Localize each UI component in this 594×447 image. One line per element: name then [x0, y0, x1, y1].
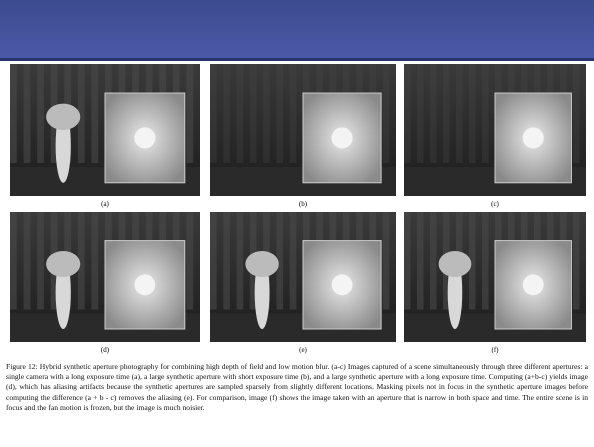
curtain-fold — [430, 212, 437, 310]
fan-hub — [332, 127, 353, 148]
photo — [10, 212, 200, 342]
fan-hub — [523, 274, 544, 295]
slide: (a) (b) (c) (d) (e) (f) Figure 12: Hybrid syn… — [0, 0, 594, 447]
panel-label: (f) — [492, 346, 500, 354]
figure: (a) (b) (c) (d) (e) (f) — [0, 62, 594, 362]
curtain-fold — [24, 64, 31, 163]
fan-hub — [135, 274, 156, 295]
photo — [404, 64, 586, 196]
curtain-fold — [469, 64, 476, 163]
fan-hub — [134, 127, 155, 148]
panel-label: (d) — [101, 346, 110, 354]
curtain-fold — [383, 64, 390, 163]
curtain-fold — [417, 64, 424, 163]
curtain-fold — [482, 212, 489, 310]
curtain-fold — [456, 64, 463, 163]
statue-wings — [439, 251, 472, 277]
curtain-fold — [237, 64, 244, 163]
curtain-fold — [210, 212, 217, 310]
curtain-fold — [223, 212, 230, 310]
curtain-fold — [417, 212, 424, 310]
panel-label: (e) — [299, 346, 307, 354]
statue-wings — [245, 251, 278, 277]
curtain-fold — [573, 64, 580, 163]
curtain-fold — [10, 64, 17, 163]
panel-label: (a) — [101, 200, 109, 208]
curtain-fold — [186, 212, 193, 310]
curtain-fold — [186, 64, 193, 163]
curtain-fold — [290, 212, 297, 310]
photo — [210, 64, 396, 196]
panel-label: (c) — [491, 200, 499, 208]
curtain-fold — [91, 64, 98, 163]
curtain-fold — [37, 212, 44, 310]
curtain-fold — [210, 64, 217, 163]
statue-wings — [46, 251, 80, 277]
curtain-fold — [290, 64, 297, 163]
curtain-fold — [37, 64, 44, 163]
fan-hub — [523, 127, 544, 148]
curtain-fold — [263, 64, 270, 163]
curtain-fold — [573, 212, 580, 310]
panel-label: (b) — [299, 200, 308, 208]
curtain-fold — [24, 212, 31, 310]
photo — [210, 212, 396, 342]
curtain-fold — [383, 212, 390, 310]
curtain-fold — [91, 212, 98, 310]
curtain-fold — [482, 64, 489, 163]
photo — [404, 212, 586, 342]
curtain-fold — [404, 212, 411, 310]
curtain-fold — [443, 64, 450, 163]
curtain-fold — [223, 64, 230, 163]
statue-wings — [46, 104, 80, 130]
photo — [10, 64, 200, 196]
curtain-fold — [404, 64, 411, 163]
curtain-fold — [430, 64, 437, 163]
curtain-fold — [237, 212, 244, 310]
title-bar — [0, 0, 594, 61]
fan-hub — [332, 274, 353, 295]
curtain-fold — [10, 212, 17, 310]
figure-caption: Figure 12: Hybrid synthetic aperture pho… — [6, 362, 588, 413]
curtain-fold — [276, 64, 283, 163]
curtain-fold — [250, 64, 257, 163]
